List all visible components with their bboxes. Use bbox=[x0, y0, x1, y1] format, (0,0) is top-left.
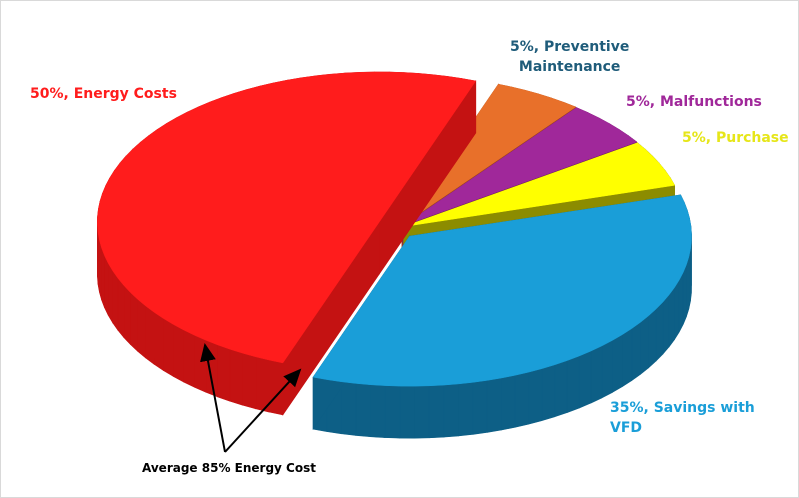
label-energy-costs: 50%, Energy Costs bbox=[30, 86, 177, 102]
annotation-text: Average 85% Energy Cost bbox=[142, 461, 316, 475]
pie-slice-savings-with-vfd bbox=[312, 194, 692, 439]
annotation-arrow-energy bbox=[200, 343, 226, 453]
label-line: 5%, Preventive bbox=[510, 39, 630, 55]
annotation-arrow-savings bbox=[224, 368, 302, 453]
pie-slice-energy-costs bbox=[97, 71, 477, 416]
label-savings-with-vfd: 35%, Savings with VFD bbox=[610, 398, 755, 438]
label-malfunctions: 5%, Malfunctions bbox=[626, 94, 762, 110]
label-line: 35%, Savings with bbox=[610, 400, 755, 416]
label-preventive-maintenance: 5%, Preventive Maintenance bbox=[510, 37, 629, 77]
label-line: VFD bbox=[610, 420, 643, 436]
label-line: Maintenance bbox=[518, 59, 621, 75]
label-purchase: 5%, Purchase bbox=[682, 130, 789, 146]
